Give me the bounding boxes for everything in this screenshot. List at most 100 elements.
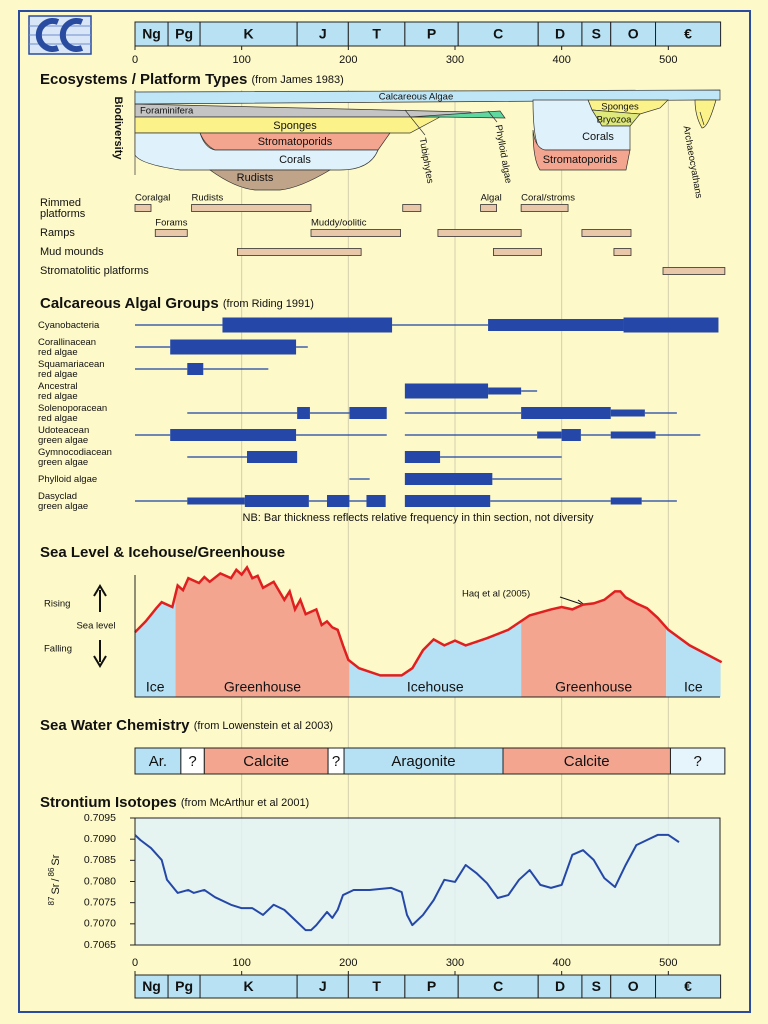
platform-bar <box>520 204 569 212</box>
y-tick-label: 0.7080 <box>84 875 116 887</box>
range-bar <box>135 434 171 436</box>
group-label-line: Cyanobacteria <box>38 320 100 331</box>
sea-level-legend: Rising Sea level Falling Haq et al (2005… <box>44 584 588 668</box>
row-label: Stromatolitic platforms <box>40 265 149 277</box>
group-label: Udoteacean green algae <box>38 425 89 446</box>
range-bar <box>561 429 581 441</box>
chemistry-label: Aragonite <box>391 753 455 770</box>
range-bar <box>440 456 562 458</box>
period-box <box>610 21 657 47</box>
label: Sea level <box>76 621 115 632</box>
group-label-line: Phylloid algae <box>38 474 97 485</box>
title: Ecosystems / Platform Types <box>40 71 247 88</box>
bar-label: Muddy/oolitic <box>311 218 367 229</box>
x-tick-label: 200 <box>339 54 357 66</box>
chemistry-box <box>669 747 726 775</box>
period-label: T <box>372 26 381 42</box>
bar-label: Coral/stroms <box>521 193 575 204</box>
period-label: Pg <box>175 978 193 994</box>
platform-bar <box>236 248 362 256</box>
y-tick-label: 0.7085 <box>84 854 116 866</box>
interval-label: Icehouse <box>407 679 464 695</box>
chemistry-label: Ar. <box>149 753 167 770</box>
group-label-line: red algae <box>38 413 78 424</box>
platform-bar <box>492 248 542 256</box>
y-label-part: Sr <box>50 883 62 894</box>
period-label: J <box>319 26 327 42</box>
x-tick-label: 200 <box>339 957 357 969</box>
taxon-label: Rudists <box>237 172 274 184</box>
chemistry-label: ? <box>188 753 196 770</box>
range-bar <box>392 324 489 326</box>
y-label-part: 87 <box>47 896 56 905</box>
axis <box>134 575 720 698</box>
period-label: Ng <box>142 978 161 994</box>
range-bar <box>170 429 297 441</box>
row-label: Mud mounds <box>40 246 104 258</box>
y-tick-label: 0.7095 <box>84 812 116 824</box>
range-bar <box>309 412 350 414</box>
interval-label: Ice <box>684 679 703 695</box>
source: (from Lowenstein et al 2003) <box>194 720 333 732</box>
range-bar <box>327 495 350 507</box>
period-label: O <box>628 26 639 42</box>
range-bar <box>187 412 298 414</box>
range-bar <box>308 500 327 502</box>
x-tick-label: 100 <box>232 54 250 66</box>
bar-label: Rudists <box>192 193 224 204</box>
group-label: Squamariacean red algae <box>38 359 105 380</box>
range-bar <box>610 497 642 505</box>
period-box <box>581 21 612 47</box>
period-label: S <box>592 978 601 994</box>
row-label-line: platforms <box>40 208 86 220</box>
taxon-label: Calcareous Algae <box>379 92 453 103</box>
range-bar <box>349 407 387 419</box>
label: Falling <box>44 644 72 655</box>
y-axis-label: Biodiversity <box>112 97 124 161</box>
range-bar <box>644 412 677 414</box>
source: (from Riding 1991) <box>223 298 314 310</box>
range-bar <box>404 383 489 399</box>
section-title: Calcareous Algal Groups (from Riding 199… <box>40 295 314 312</box>
range-bar <box>537 431 562 439</box>
platform-bar <box>402 204 422 212</box>
source: (from James 1983) <box>251 74 343 86</box>
x-tick-label: 300 <box>446 957 464 969</box>
range-bar <box>222 317 393 333</box>
range-bar <box>187 456 247 458</box>
ecosystem-diagram <box>134 89 721 191</box>
group-label-line: Dasyclad <box>38 491 77 502</box>
source: (from McArthur et al 2001) <box>181 797 309 809</box>
interval-label: Greenhouse <box>224 679 301 695</box>
range-bar <box>580 434 611 436</box>
group-label-line: green algae <box>38 501 88 512</box>
period-label: Ng <box>142 26 161 42</box>
y-axis-label: 87Sr/86Sr <box>47 854 62 905</box>
range-bar <box>610 431 656 439</box>
range-bar <box>488 387 522 395</box>
period-label: C <box>493 978 503 994</box>
range-bar <box>135 324 223 326</box>
range-bar <box>187 363 204 375</box>
plot-area <box>134 817 721 946</box>
group-label-line: Corallinacean <box>38 337 96 348</box>
period-label: T <box>372 978 381 994</box>
group-label: Solenoporacean red algae <box>38 403 107 424</box>
frame <box>18 10 751 1013</box>
chemistry-label: ? <box>332 753 340 770</box>
group-label-line: red algae <box>38 369 78 380</box>
group-label-line: green algae <box>38 435 88 446</box>
range-bar <box>521 407 611 419</box>
row-label: Rimmed platforms <box>40 197 86 220</box>
chemistry-label: Calcite <box>243 753 289 770</box>
bar-label: Algal <box>481 193 502 204</box>
row-label-line: Stromatolitic platforms <box>40 265 149 277</box>
group-label: Phylloid algae <box>38 474 97 485</box>
note: NB: Bar thickness reflects relative freq… <box>243 512 594 524</box>
period-box <box>457 21 539 47</box>
range-bar <box>404 412 522 414</box>
platform-bar <box>437 229 522 237</box>
period-label: C <box>493 26 503 42</box>
range-bar <box>135 346 171 348</box>
